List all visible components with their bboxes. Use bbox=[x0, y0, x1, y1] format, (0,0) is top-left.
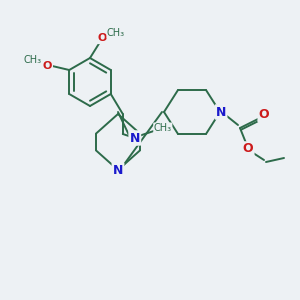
Text: CH₃: CH₃ bbox=[107, 28, 125, 38]
Text: O: O bbox=[259, 109, 269, 122]
Text: O: O bbox=[243, 142, 253, 155]
Text: CH₃: CH₃ bbox=[23, 55, 41, 65]
Text: O: O bbox=[43, 61, 52, 71]
Text: O: O bbox=[97, 33, 107, 43]
Text: CH₃: CH₃ bbox=[154, 123, 172, 133]
Text: N: N bbox=[130, 131, 140, 145]
Text: N: N bbox=[113, 164, 123, 176]
Text: N: N bbox=[216, 106, 226, 118]
